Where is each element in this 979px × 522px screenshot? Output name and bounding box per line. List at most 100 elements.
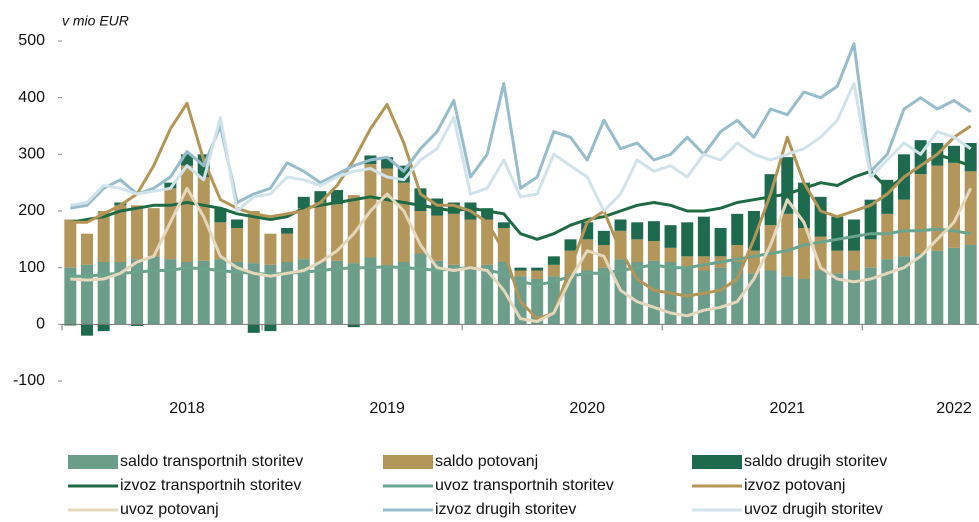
bar xyxy=(631,222,644,240)
bar xyxy=(731,213,744,245)
bar xyxy=(664,247,677,262)
bar xyxy=(147,256,160,325)
bar xyxy=(647,221,660,242)
bar xyxy=(464,267,477,325)
bar xyxy=(197,260,210,325)
bar xyxy=(647,260,660,325)
x-tick-label: 2022 xyxy=(936,400,972,417)
bar xyxy=(714,267,727,325)
bar xyxy=(97,262,110,325)
line xyxy=(70,152,972,241)
bar xyxy=(314,262,327,325)
bar xyxy=(564,239,577,251)
bar xyxy=(664,225,677,248)
legend-label: izvoz potovanj xyxy=(744,477,845,494)
bar xyxy=(914,253,927,325)
bar xyxy=(297,196,310,209)
bar xyxy=(397,262,410,325)
bar xyxy=(697,270,710,325)
bar xyxy=(164,182,177,189)
bar xyxy=(831,273,844,325)
line xyxy=(70,227,971,287)
bar xyxy=(431,215,444,261)
bar xyxy=(214,208,227,223)
unit-label: v mio EUR xyxy=(62,13,129,29)
bar xyxy=(531,267,544,271)
bar xyxy=(114,205,127,262)
bar xyxy=(81,324,94,336)
bar xyxy=(864,239,877,268)
bar xyxy=(547,276,560,325)
bar xyxy=(597,267,610,325)
bar xyxy=(631,262,644,325)
bar xyxy=(264,264,277,325)
legend-label: uvoz transportnih storitev xyxy=(435,477,614,494)
bar xyxy=(214,259,227,325)
bar xyxy=(297,259,310,325)
bar xyxy=(447,264,460,325)
bar xyxy=(331,260,344,325)
bar xyxy=(497,228,510,262)
bar xyxy=(597,230,610,245)
bar xyxy=(547,264,560,277)
line xyxy=(70,186,973,323)
bar xyxy=(747,273,760,325)
bar xyxy=(831,216,844,251)
bar xyxy=(281,228,294,234)
x-tick-label: 2021 xyxy=(769,400,805,417)
bar xyxy=(481,219,494,265)
bar xyxy=(897,199,910,257)
bar xyxy=(464,219,477,268)
bar xyxy=(114,262,127,325)
bar xyxy=(181,154,194,166)
bar xyxy=(881,179,894,214)
bar xyxy=(914,174,927,254)
bar xyxy=(247,211,260,264)
bar xyxy=(181,165,194,262)
bar xyxy=(731,262,744,325)
bar xyxy=(131,324,144,327)
bar xyxy=(864,267,877,325)
bar xyxy=(231,219,244,228)
y-tick-label: 0 xyxy=(36,316,45,333)
line xyxy=(70,82,972,213)
bar xyxy=(781,276,794,325)
bar xyxy=(747,211,760,251)
bar xyxy=(264,233,277,265)
bar xyxy=(947,247,960,325)
bar xyxy=(281,233,294,262)
bar xyxy=(64,267,77,325)
x-tick-label: 2018 xyxy=(169,400,205,417)
bar xyxy=(814,270,827,325)
bar xyxy=(131,205,144,260)
bar xyxy=(247,263,260,325)
bar xyxy=(431,260,444,325)
bar xyxy=(264,324,277,332)
bar xyxy=(797,228,810,279)
bar xyxy=(781,157,794,214)
bar xyxy=(381,157,394,169)
bar xyxy=(514,270,527,277)
bar xyxy=(581,270,594,325)
legend-swatch xyxy=(383,455,433,469)
bar xyxy=(97,211,110,262)
bar xyxy=(231,228,244,262)
bar xyxy=(181,262,194,325)
x-tick-label: 2020 xyxy=(569,400,605,417)
bar xyxy=(297,208,310,260)
bar xyxy=(381,168,394,268)
y-tick-label: -100 xyxy=(13,372,45,389)
bar xyxy=(614,230,627,260)
y-tick-label: 100 xyxy=(18,259,45,276)
bar xyxy=(81,233,94,265)
bar xyxy=(847,250,860,271)
bar xyxy=(497,222,510,228)
legend-label: uvoz potovanj xyxy=(120,501,219,518)
bar xyxy=(964,245,977,325)
bar xyxy=(81,264,94,325)
bar xyxy=(447,202,460,214)
bar xyxy=(847,270,860,325)
bar xyxy=(764,270,777,325)
bar xyxy=(414,211,427,254)
